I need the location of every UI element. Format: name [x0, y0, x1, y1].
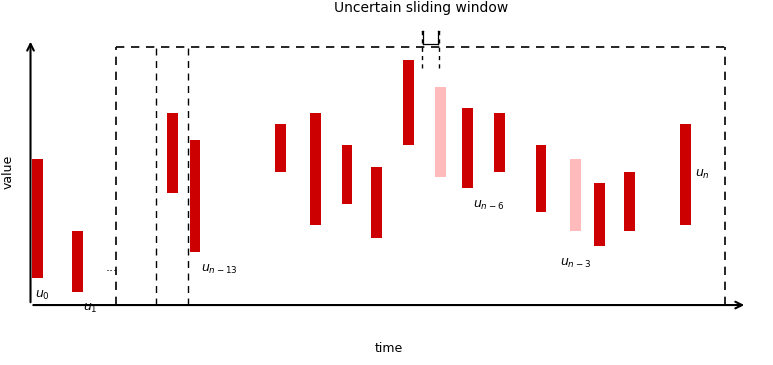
Bar [594, 182, 605, 246]
Bar [32, 159, 43, 278]
Text: $u_{n-3}$: $u_{n-3}$ [560, 257, 591, 270]
Bar [403, 60, 414, 145]
Bar [310, 114, 321, 225]
Text: $u_{n-6}$: $u_{n-6}$ [473, 199, 505, 212]
Bar [624, 172, 635, 231]
Text: value: value [2, 155, 15, 189]
Bar [435, 87, 446, 177]
Bar [168, 114, 179, 193]
Text: $u_n$: $u_n$ [695, 168, 710, 181]
Bar [275, 124, 286, 172]
Text: ...: ... [105, 261, 117, 274]
Bar [536, 145, 547, 212]
Bar [462, 108, 473, 188]
Text: Uncertain sliding window: Uncertain sliding window [334, 1, 508, 15]
Bar [680, 124, 691, 225]
Bar [189, 140, 200, 252]
Text: $u_1$: $u_1$ [83, 302, 97, 315]
Text: time: time [375, 342, 403, 355]
Text: $u_0$: $u_0$ [36, 289, 50, 302]
Bar [494, 114, 505, 172]
Text: $u_{n-13}$: $u_{n-13}$ [201, 262, 237, 276]
Bar [72, 231, 83, 292]
Bar [371, 167, 382, 238]
Bar [570, 159, 581, 231]
Bar [342, 145, 352, 204]
